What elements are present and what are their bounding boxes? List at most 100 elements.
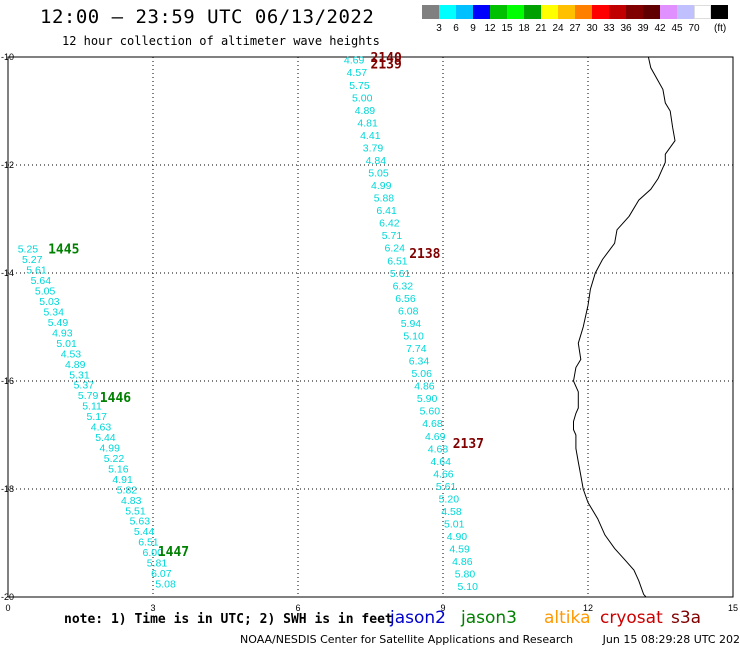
wave-height-value: 6.56 <box>395 293 416 305</box>
wave-height-value: 5.79 <box>78 390 99 402</box>
wave-height-value: 5.60 <box>420 406 441 418</box>
wave-height-value: 5.06 <box>412 368 433 380</box>
scale-label: 36 <box>620 23 632 34</box>
wave-height-value: 5.11 <box>82 401 102 413</box>
wave-height-value: 5.08 <box>155 579 176 591</box>
pass-time-label: 2139 <box>371 58 402 73</box>
scale-label: 45 <box>671 23 683 34</box>
wave-height-value: 4.63 <box>91 422 112 434</box>
scale-swatch <box>490 5 507 19</box>
wave-height-value: 5.05 <box>368 168 389 180</box>
scale-unit: (ft) <box>714 23 727 34</box>
wave-height-value: 5.31 <box>69 369 90 381</box>
map-frame <box>7 56 734 598</box>
pass-time-label: 2138 <box>409 247 440 262</box>
y-tick-label: -16 <box>1 376 14 386</box>
wave-height-value: 6.51 <box>387 255 408 267</box>
x-tick-label: 12 <box>583 603 593 613</box>
scale-label: 39 <box>637 23 649 34</box>
pass-time-label: 1446 <box>100 391 131 406</box>
wave-height-value: 4.90 <box>447 531 468 543</box>
footer-credit: NOAA/NESDIS Center for Satellite Applica… <box>240 633 574 646</box>
wave-height-value: 5.71 <box>382 230 403 242</box>
satellite-label: s3a <box>671 608 702 628</box>
page-title: 12:00 – 23:59 UTC 06/13/2022 <box>40 6 375 28</box>
wave-height-value: 5.61 <box>436 481 457 493</box>
wave-height-value: 4.69 <box>344 55 365 67</box>
wave-height-value: 4.64 <box>431 456 452 468</box>
wave-height-value: 4.53 <box>61 348 82 360</box>
scale-swatch <box>575 5 592 19</box>
wave-height-value: 6.07 <box>151 568 172 580</box>
scale-swatch <box>524 5 541 19</box>
wave-height-value: 5.51 <box>125 505 146 517</box>
wave-height-value: 5.25 <box>18 244 39 256</box>
page-subtitle: 12 hour collection of altimeter wave hei… <box>62 34 380 48</box>
scale-swatch <box>609 5 626 19</box>
scale-label: 30 <box>586 23 598 34</box>
wave-height-value: 5.17 <box>87 411 108 423</box>
y-tick-label: -12 <box>1 160 14 170</box>
wave-height-value: 5.22 <box>104 453 125 465</box>
wave-height-value: 5.75 <box>349 80 370 92</box>
wave-height-value: 5.82 <box>117 484 138 496</box>
wave-height-value: 5.16 <box>108 463 129 475</box>
x-tick-label: 9 <box>440 603 445 613</box>
wave-height-value: 5.01 <box>444 519 465 531</box>
scale-swatch <box>439 5 456 19</box>
wave-height-value: 5.61 <box>390 268 411 280</box>
wave-height-value: 4.58 <box>441 506 462 518</box>
wave-height-value: 4.59 <box>449 544 470 556</box>
wave-height-value: 4.66 <box>433 468 454 480</box>
footer: NOAA/NESDIS Center for Satellite Applica… <box>240 633 740 646</box>
scale-swatch <box>677 5 694 19</box>
wave-height-value: 5.63 <box>130 516 151 528</box>
scale-swatch <box>626 5 643 19</box>
scale-label: 42 <box>654 23 666 34</box>
coastline <box>572 56 676 598</box>
wave-height-value: 4.91 <box>112 474 133 486</box>
scale-swatch <box>711 5 728 19</box>
wave-height-value: 6.41 <box>376 205 397 217</box>
wave-height-value: 5.44 <box>134 526 155 538</box>
wave-height-value: 5.01 <box>56 338 77 350</box>
pass-time-label: 2140 <box>371 51 402 66</box>
satellite-label: jason2 <box>390 608 446 628</box>
scale-swatch <box>660 5 677 19</box>
x-tick-label: 0 <box>5 603 10 613</box>
y-tick-label: -10 <box>1 52 14 62</box>
wave-height-value: 5.64 <box>31 275 52 287</box>
scale-label: 6 <box>453 23 459 34</box>
wave-height-value: 6.51 <box>138 537 159 549</box>
wave-height-value: 4.86 <box>452 556 473 568</box>
wave-height-value: 4.83 <box>121 495 142 507</box>
scale-label: 9 <box>470 23 476 34</box>
wave-height-value: 5.44 <box>95 432 116 444</box>
wave-height-value: 5.10 <box>458 581 479 593</box>
x-tick-label: 6 <box>295 603 300 613</box>
wave-height-value: 4.69 <box>425 431 446 443</box>
wave-height-value: 4.68 <box>428 443 449 455</box>
wave-height-value: 5.90 <box>417 393 438 405</box>
pass-time-label: 1445 <box>48 243 79 258</box>
wave-height-value: 5.49 <box>48 317 69 329</box>
scale-label: 27 <box>569 23 581 34</box>
wave-height-value: 4.89 <box>65 359 86 371</box>
wave-height-value: 5.20 <box>439 494 460 506</box>
wave-height-value: 5.81 <box>147 558 168 570</box>
wave-height-value: 5.80 <box>455 569 476 581</box>
wave-height-value: 5.94 <box>401 318 422 330</box>
satellite-label: cryosat <box>600 608 663 628</box>
scale-label: 24 <box>552 23 564 34</box>
wave-height-value: 4.86 <box>414 381 435 393</box>
scale-swatch <box>643 5 660 19</box>
scale-label: 21 <box>535 23 547 34</box>
wave-height-value: 4.84 <box>366 155 387 167</box>
scale-swatch <box>507 5 524 19</box>
wave-height-value: 5.10 <box>403 331 424 343</box>
scale-label: 70 <box>688 23 700 34</box>
y-tick-label: -20 <box>1 592 14 602</box>
wave-height-value: 4.68 <box>422 418 443 430</box>
scale-label: 12 <box>484 23 496 34</box>
wave-height-value: 5.03 <box>39 296 60 308</box>
